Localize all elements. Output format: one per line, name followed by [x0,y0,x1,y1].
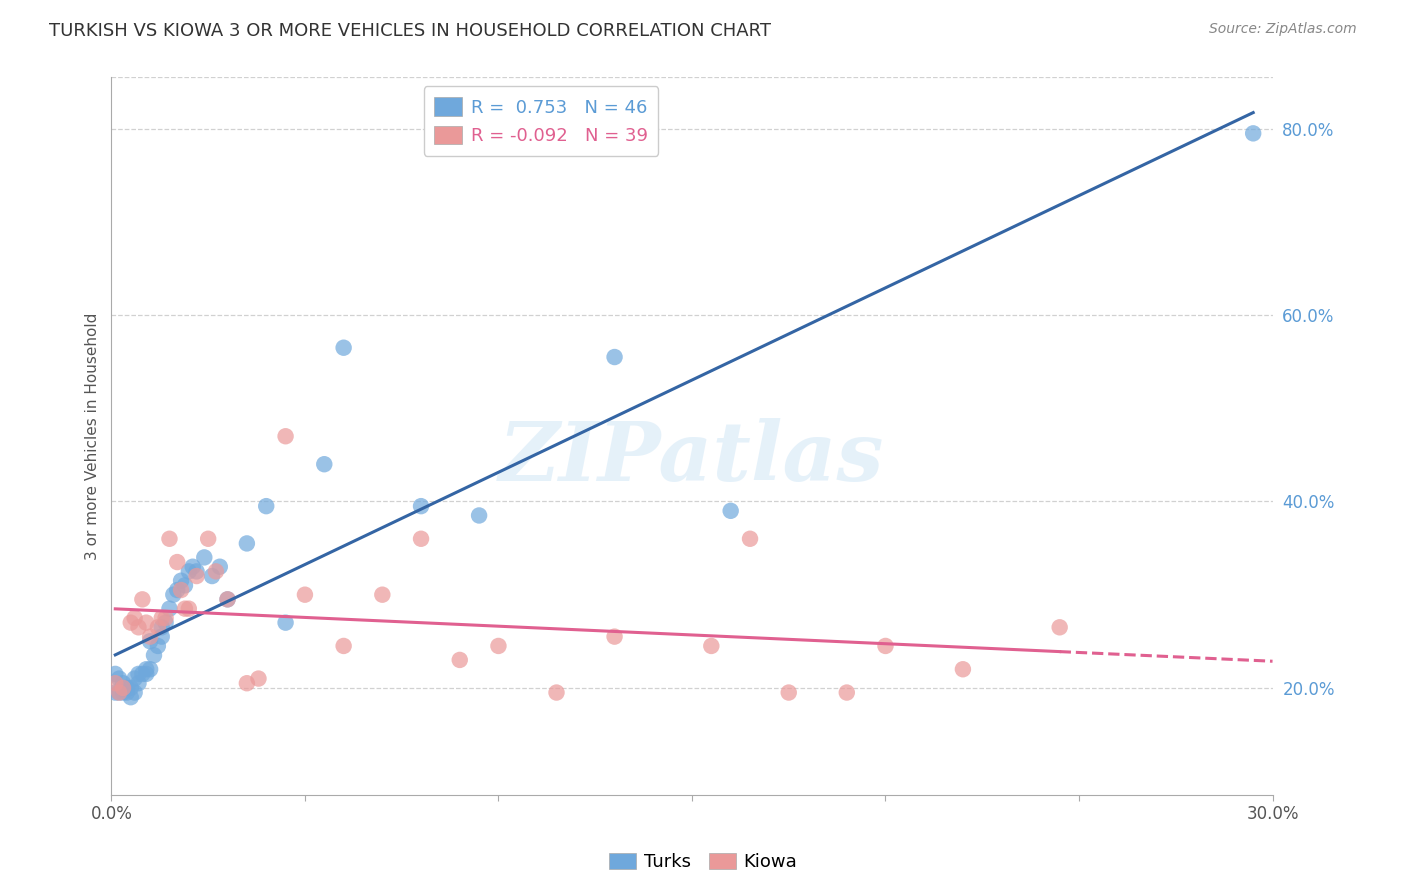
Point [201,569,224,583]
Point [174,601,197,615]
Point [111,681,134,695]
Point [120,615,142,630]
Point [332,639,354,653]
Point [108,685,131,699]
Point [1241,127,1264,141]
Point [409,532,432,546]
Point [162,588,184,602]
Text: Source: ZipAtlas.com: Source: ZipAtlas.com [1209,22,1357,37]
Point [193,550,215,565]
Point [488,639,510,653]
Point [139,634,162,648]
Point [135,667,157,681]
Point [738,532,761,546]
Point [254,499,277,513]
Point [150,620,173,634]
Point [166,555,188,569]
Point [603,630,626,644]
Point [104,676,127,690]
Point [247,672,270,686]
Point [155,615,177,630]
Point [128,676,150,690]
Point [150,611,173,625]
Point [166,582,188,597]
Point [135,615,157,630]
Point [778,685,800,699]
Point [603,350,626,364]
Point [139,630,162,644]
Point [159,532,181,546]
Point [274,615,297,630]
Point [835,685,858,699]
Point [146,620,169,634]
Point [700,639,723,653]
Point [217,592,239,607]
Point [170,582,193,597]
Point [124,685,146,699]
Point [104,667,127,681]
Text: TURKISH VS KIOWA 3 OR MORE VEHICLES IN HOUSEHOLD CORRELATION CHART: TURKISH VS KIOWA 3 OR MORE VEHICLES IN H… [49,22,772,40]
Point [409,499,432,513]
Point [115,685,138,699]
Point [120,690,142,705]
Point [205,565,228,579]
Point [111,685,134,699]
Point [371,588,394,602]
Point [186,569,208,583]
Point [449,653,471,667]
Point [150,630,173,644]
Point [108,685,131,699]
Y-axis label: 3 or more Vehicles in Household: 3 or more Vehicles in Household [86,312,100,560]
Point [332,341,354,355]
Point [128,620,150,634]
Point [197,532,219,546]
Point [111,676,134,690]
Text: ZIPatlas: ZIPatlas [499,417,884,498]
Point [208,559,231,574]
Point [104,685,127,699]
Point [155,611,177,625]
Point [128,667,150,681]
Point [108,672,131,686]
Point [139,662,162,676]
Point [274,429,297,443]
Point [236,676,259,690]
Point [875,639,897,653]
Point [314,457,336,471]
Point [143,648,166,663]
Point [720,504,742,518]
Point [124,611,146,625]
Point [546,685,568,699]
Legend: R =  0.753   N = 46, R = -0.092   N = 39: R = 0.753 N = 46, R = -0.092 N = 39 [423,87,658,156]
Point [217,592,239,607]
Point [468,508,491,523]
Point [294,588,316,602]
Point [177,601,200,615]
Point [146,639,169,653]
Point [131,592,153,607]
Point [131,667,153,681]
Point [115,681,138,695]
Point [1049,620,1071,634]
Point [177,565,200,579]
Legend: Turks, Kiowa: Turks, Kiowa [602,846,804,879]
Point [174,578,197,592]
Point [159,601,181,615]
Point [135,662,157,676]
Point [120,681,142,695]
Point [181,559,204,574]
Point [170,574,193,588]
Point [124,672,146,686]
Point [952,662,974,676]
Point [236,536,259,550]
Point [186,565,208,579]
